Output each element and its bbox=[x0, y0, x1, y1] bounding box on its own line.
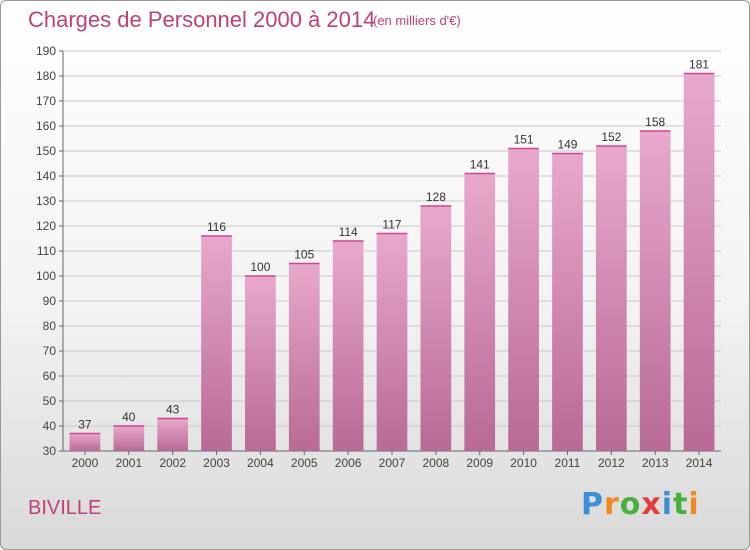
y-tick-label: 110 bbox=[37, 244, 56, 258]
y-tick-label: 100 bbox=[36, 269, 56, 283]
x-tick-label: 2013 bbox=[642, 456, 669, 470]
y-tick-label: 180 bbox=[36, 69, 56, 83]
bar-value-label: 151 bbox=[514, 133, 534, 147]
x-tick-label: 2003 bbox=[203, 456, 230, 470]
y-tick-label: 90 bbox=[43, 294, 57, 308]
bar-value-label: 128 bbox=[426, 190, 446, 204]
bar bbox=[288, 263, 320, 451]
x-tick-label: 2009 bbox=[466, 456, 493, 470]
bar-value-label: 117 bbox=[382, 218, 401, 232]
bar bbox=[332, 241, 364, 451]
y-tick-label: 30 bbox=[43, 444, 57, 458]
y-tick-label: 150 bbox=[36, 144, 56, 158]
x-tick-label: 2010 bbox=[510, 456, 537, 470]
y-tick-label: 60 bbox=[43, 369, 57, 383]
x-tick-label: 2000 bbox=[72, 456, 99, 470]
bar-value-label: 37 bbox=[78, 418, 92, 432]
bar-value-label: 114 bbox=[339, 225, 358, 239]
y-tick-label: 140 bbox=[36, 169, 56, 183]
x-tick-label: 2004 bbox=[247, 456, 274, 470]
bar bbox=[552, 153, 583, 451]
bar-value-label: 116 bbox=[207, 220, 226, 234]
y-tick-label: 130 bbox=[36, 194, 56, 208]
bar-value-label: 152 bbox=[601, 130, 621, 144]
bar-value-label: 100 bbox=[250, 260, 270, 274]
commune-name: BIVILLE bbox=[28, 497, 102, 519]
bar bbox=[508, 148, 539, 451]
proxiti-logo: Proxiti bbox=[581, 487, 700, 522]
y-tick-label: 50 bbox=[43, 394, 57, 408]
chart-title: Charges de Personnel 2000 à 2014 bbox=[28, 7, 376, 32]
y-tick-label: 40 bbox=[43, 419, 57, 433]
bar-value-label: 141 bbox=[470, 158, 490, 172]
bar-value-label: 181 bbox=[689, 58, 709, 72]
x-tick-label: 2008 bbox=[423, 456, 450, 470]
bar-value-label: 105 bbox=[294, 248, 314, 262]
bar-value-label: 158 bbox=[645, 115, 665, 129]
x-tick-label: 2002 bbox=[159, 456, 186, 470]
x-tick-label: 2012 bbox=[598, 456, 625, 470]
x-tick-label: 2001 bbox=[115, 456, 142, 470]
bar bbox=[376, 233, 408, 451]
x-tick-label: 2006 bbox=[335, 456, 362, 470]
logo-letter: o bbox=[619, 487, 642, 522]
bar-value-label: 149 bbox=[557, 138, 577, 152]
bar bbox=[201, 236, 232, 451]
bar bbox=[245, 276, 276, 451]
bar bbox=[683, 73, 715, 451]
chart-subtitle: (en milliers d'€) bbox=[373, 13, 461, 28]
logo-letter: r bbox=[604, 487, 620, 522]
bar bbox=[464, 173, 496, 451]
bar-value-label: 43 bbox=[166, 403, 180, 417]
bar bbox=[639, 131, 671, 451]
y-tick-label: 170 bbox=[36, 94, 56, 108]
y-tick-label: 70 bbox=[43, 344, 57, 358]
x-tick-label: 2007 bbox=[379, 456, 406, 470]
logo-letter: i bbox=[688, 487, 700, 522]
y-tick-label: 160 bbox=[36, 119, 56, 133]
bar-value-label: 40 bbox=[122, 410, 136, 424]
y-tick-label: 80 bbox=[43, 319, 57, 333]
x-tick-label: 2011 bbox=[555, 456, 581, 470]
bar bbox=[113, 426, 145, 451]
logo-letter: P bbox=[581, 487, 604, 522]
logo-letter: t bbox=[673, 487, 689, 522]
bar bbox=[595, 146, 627, 451]
y-tick-label: 190 bbox=[36, 44, 56, 58]
bar bbox=[69, 433, 101, 451]
logo-letter: i bbox=[661, 487, 674, 522]
bar bbox=[157, 418, 189, 451]
logo-letter: x bbox=[641, 487, 662, 522]
y-tick-label: 120 bbox=[36, 219, 56, 233]
x-tick-label: 2005 bbox=[291, 456, 318, 470]
x-tick-label: 2014 bbox=[686, 456, 713, 470]
bar bbox=[420, 206, 452, 451]
